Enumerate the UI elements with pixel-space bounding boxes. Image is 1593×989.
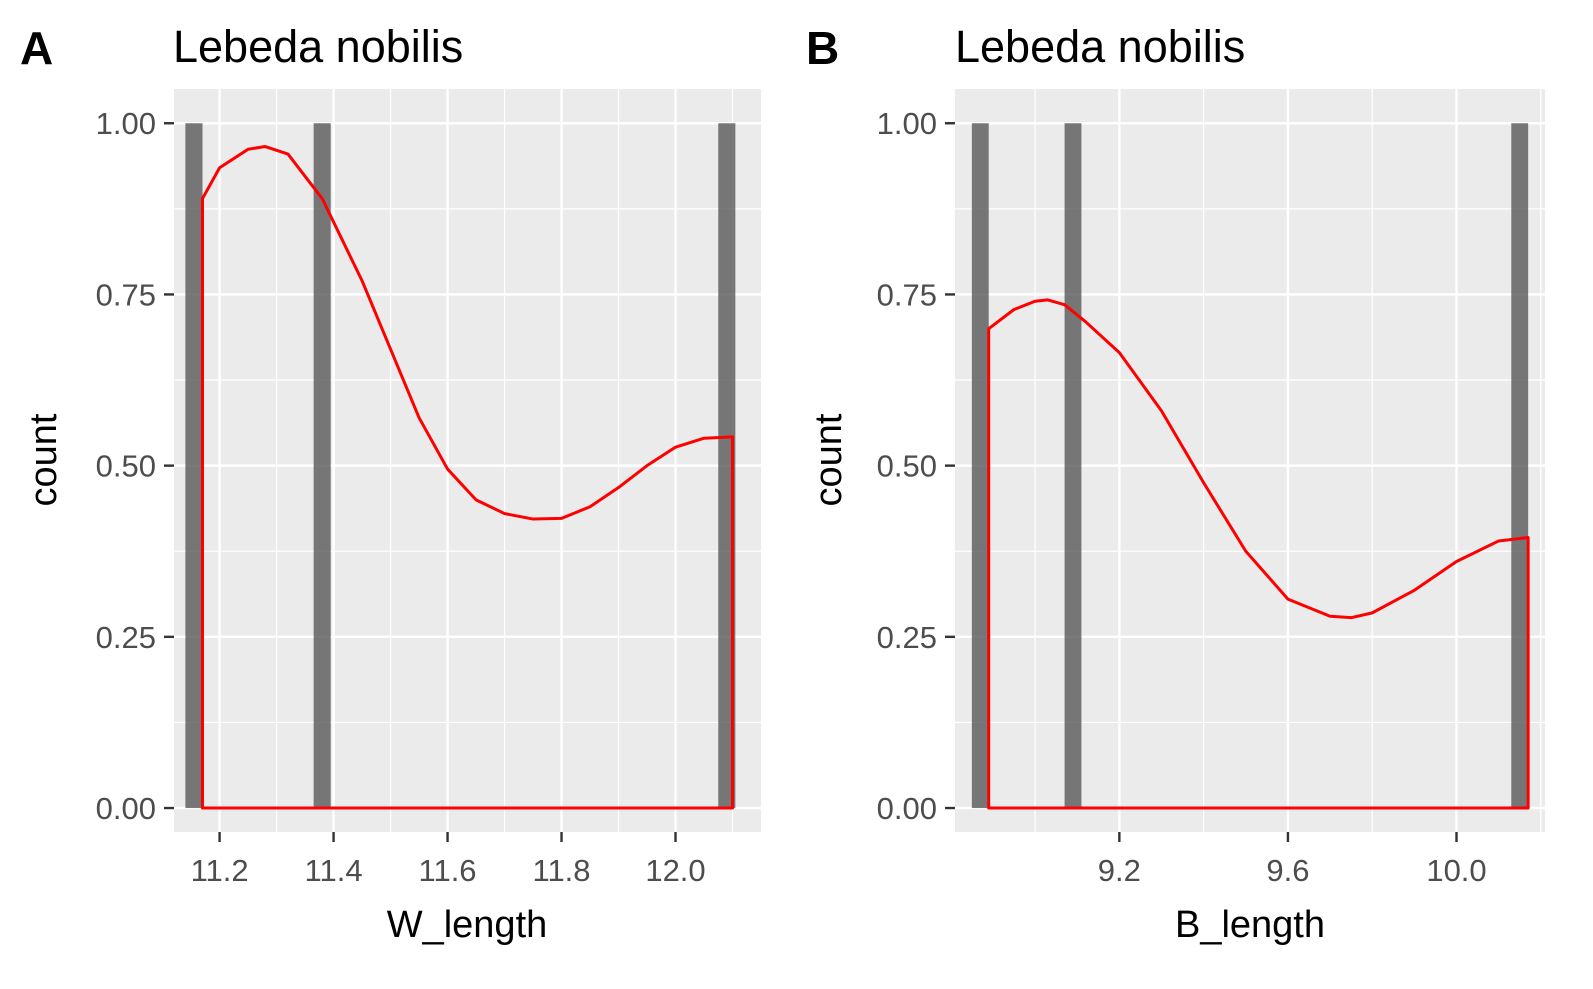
x-tick-label: 11.2 [191, 853, 249, 888]
histogram-bar [185, 123, 203, 809]
y-tick-label: 1.00 [877, 106, 937, 141]
x-tick-label: 9.2 [1098, 853, 1141, 888]
minor-gridlines [955, 89, 1545, 832]
y-tick-label: 1.00 [96, 106, 156, 141]
x-tick-label: 11.8 [533, 853, 591, 888]
major-gridlines [174, 89, 761, 832]
chart-title: Lebeda nobilis [955, 21, 1245, 72]
y-axis-title: count [808, 413, 850, 506]
y-axis-title: count [23, 413, 65, 506]
x-axis-title: W_length [387, 904, 548, 946]
plot-background [955, 89, 1545, 832]
plot-background [174, 89, 761, 832]
y-tick-label: 0.00 [877, 791, 937, 826]
density-curve-layer [987, 298, 1530, 810]
histogram-bar [971, 123, 989, 809]
histogram-bar [1511, 123, 1529, 809]
x-axis: 11.2 11.4 11.6 11.8 12.0 [191, 832, 706, 888]
panel-b: B Lebeda nobilis 0.00 0.25 0.50 0.75 1.00 9.… [806, 21, 1545, 946]
y-tick-label: 0.75 [877, 277, 937, 312]
panel-tag: A [20, 22, 53, 74]
histogram-bar [1064, 123, 1082, 809]
y-tick-label: 0.75 [96, 277, 156, 312]
histogram-bar [313, 123, 331, 809]
chart-title: Lebeda nobilis [173, 21, 463, 72]
density-curve-layer [200, 145, 735, 810]
x-tick-label: 11.4 [305, 853, 363, 888]
panel-a: A Lebeda nobilis 0.00 0.25 0.50 0.75 1.00 11… [20, 21, 761, 946]
y-tick-label: 0.50 [877, 449, 937, 484]
x-tick-label: 10.0 [1426, 853, 1486, 888]
panel-tag: B [806, 22, 839, 74]
y-tick-label: 0.00 [96, 791, 156, 826]
x-axis: 9.2 9.6 10.0 [1098, 832, 1487, 888]
density-curve [987, 298, 1530, 810]
y-tick-label: 0.25 [877, 620, 937, 655]
histogram-bars [971, 123, 1529, 809]
y-tick-label: 0.50 [96, 449, 156, 484]
y-axis: 0.00 0.25 0.50 0.75 1.00 [96, 106, 174, 826]
x-axis-title: B_length [1175, 904, 1325, 946]
y-tick-label: 0.25 [96, 620, 156, 655]
x-tick-label: 9.6 [1266, 853, 1309, 888]
density-curve [200, 145, 735, 810]
x-tick-label: 12.0 [645, 853, 705, 888]
x-tick-label: 11.6 [419, 853, 477, 888]
y-axis: 0.00 0.25 0.50 0.75 1.00 [877, 106, 955, 826]
